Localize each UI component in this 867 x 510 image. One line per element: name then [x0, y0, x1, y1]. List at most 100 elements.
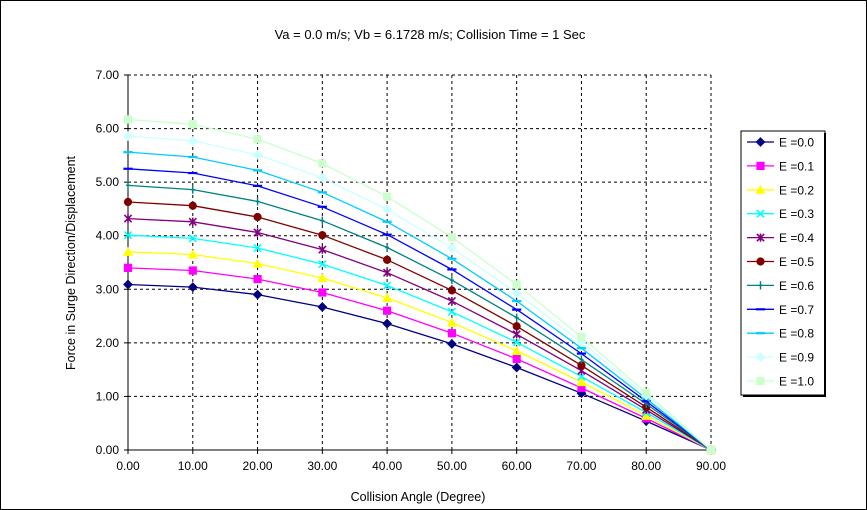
series-line	[127, 217, 712, 451]
data-point	[511, 288, 522, 298]
data-point	[514, 313, 519, 322]
legend-entry: E =0.3	[747, 207, 814, 221]
data-point	[447, 329, 456, 338]
x-tick-label: 20.00	[243, 459, 273, 473]
data-point	[511, 362, 522, 373]
data-point	[756, 233, 765, 242]
data-point	[123, 214, 133, 223]
legend-entry: E =0.8	[747, 327, 814, 341]
data-point	[188, 234, 197, 243]
data-point	[383, 255, 392, 264]
data-point	[188, 120, 197, 129]
legend-label: E =0.9	[779, 351, 814, 365]
y-tick-label: 6.00	[96, 122, 120, 136]
y-tick-label: 1.00	[96, 389, 120, 403]
data-point	[318, 159, 327, 168]
x-tick-label: 60.00	[502, 459, 532, 473]
data-point	[318, 245, 327, 254]
series-2	[123, 246, 716, 455]
y-tick-label: 2.00	[96, 336, 120, 350]
y-tick-label: 7.00	[96, 68, 120, 82]
series-line	[127, 283, 712, 451]
data-point	[317, 272, 328, 283]
legend-entry: E =0.2	[747, 183, 814, 197]
data-point	[317, 302, 328, 312]
x-tick-label: 50.00	[437, 459, 467, 473]
data-point	[188, 266, 197, 275]
grid-lines	[128, 74, 712, 450]
data-point	[447, 307, 457, 316]
data-point	[253, 228, 262, 237]
series-line	[127, 201, 712, 451]
series-5	[123, 197, 716, 455]
legend-label: E =0.5	[779, 255, 814, 269]
data-point	[756, 257, 765, 266]
legend-label: E =0.8	[779, 327, 814, 341]
legend-label: E =0.6	[779, 279, 814, 293]
series-group	[123, 115, 716, 455]
data-point	[255, 197, 260, 206]
legend-entry: E =0.6	[747, 279, 814, 293]
data-point	[126, 181, 130, 190]
chart-title: Va = 0.0 m/s; Vb = 6.1728 m/s; Collision…	[275, 27, 586, 42]
data-point	[253, 135, 262, 144]
y-tick-label: 4.00	[96, 229, 120, 243]
legend-entry: E =1.0	[747, 375, 814, 389]
x-tick-label: 10.00	[178, 459, 208, 473]
data-point	[318, 231, 327, 240]
data-point	[187, 249, 198, 259]
series-line	[127, 267, 712, 451]
data-point	[512, 322, 521, 331]
data-point	[252, 258, 263, 268]
data-point	[449, 276, 454, 285]
data-point	[382, 268, 392, 277]
data-point	[123, 246, 133, 256]
data-point	[253, 212, 262, 222]
data-point	[447, 286, 456, 295]
x-tick-label: 0.00	[116, 459, 140, 473]
data-point	[446, 317, 457, 327]
data-point	[382, 292, 393, 302]
data-point	[123, 197, 133, 207]
data-point	[190, 185, 195, 194]
y-tick-labels: 0.00 1.00 2.00 3.00 4.00 5.00 6.00 7.00	[96, 68, 120, 457]
data-point	[253, 243, 262, 253]
legend-label: E =0.0	[779, 136, 814, 150]
data-point	[385, 243, 390, 252]
data-point	[512, 354, 521, 364]
data-point	[252, 289, 263, 300]
legend-entry: E =0.7	[747, 303, 814, 317]
y-tick-label: 0.00	[96, 443, 120, 457]
data-point	[447, 296, 457, 306]
data-point	[512, 330, 521, 339]
data-point	[756, 376, 765, 386]
data-point	[756, 161, 765, 171]
y-tick-label: 5.00	[96, 175, 120, 189]
series-line	[127, 234, 712, 451]
data-point	[446, 243, 457, 253]
legend-label: E =0.1	[779, 159, 814, 173]
legend-entry: E =0.0	[747, 136, 814, 150]
data-point	[123, 279, 133, 290]
data-point	[577, 332, 586, 342]
data-point	[512, 338, 521, 347]
axes	[124, 74, 712, 454]
x-axis-label: Collision Angle (Degree)	[351, 490, 486, 504]
data-point	[318, 288, 327, 297]
series-line	[127, 184, 712, 451]
legend-entry: E =0.1	[747, 159, 814, 173]
data-point	[382, 318, 393, 329]
x-tick-label: 80.00	[631, 459, 661, 473]
x-tick-label: 30.00	[307, 459, 337, 473]
legend-entry: E =0.4	[747, 231, 814, 245]
data-point	[755, 352, 766, 363]
data-point	[317, 172, 328, 183]
data-point	[188, 217, 197, 226]
x-tick-label: 70.00	[566, 459, 596, 473]
legend-label: E =0.3	[779, 207, 814, 221]
data-point	[123, 115, 133, 124]
data-point	[511, 345, 522, 355]
series-10	[123, 115, 716, 455]
y-tick-label: 3.00	[96, 282, 120, 296]
